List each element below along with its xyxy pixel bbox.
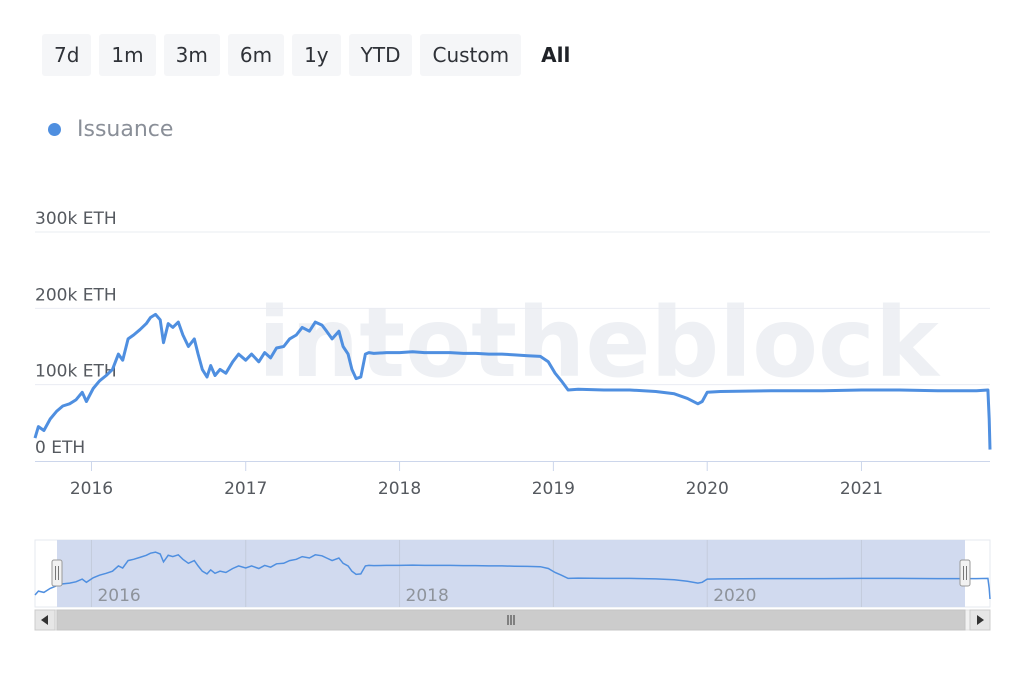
navigator[interactable]: 2016 2018 2020 bbox=[34, 539, 991, 608]
range-button-7d[interactable]: 7d bbox=[42, 34, 92, 76]
range-button-all[interactable]: All bbox=[541, 43, 571, 67]
range-button-ytd[interactable]: YTD bbox=[348, 34, 413, 76]
handle-grip bbox=[959, 559, 971, 587]
range-button-custom[interactable]: Custom bbox=[420, 34, 522, 76]
range-button-6m[interactable]: 6m bbox=[227, 34, 285, 76]
range-selector: 7d 1m 3m 6m 1y YTD Custom All bbox=[42, 34, 582, 76]
scrollbar-grip-icon bbox=[507, 615, 515, 625]
legend-label: Issuance bbox=[77, 116, 174, 142]
x-tick-label: 2020 bbox=[686, 479, 729, 499]
series-line-issuance bbox=[33, 312, 992, 450]
y-axis-ticks: 0 ETH 100k ETH 200k ETH 300k ETH bbox=[35, 209, 117, 458]
navigator-ticks: 2016 2018 2020 bbox=[97, 586, 756, 606]
navigator-handle-left[interactable] bbox=[51, 559, 63, 587]
range-button-1y[interactable]: 1y bbox=[292, 34, 341, 76]
navigator-series-line bbox=[34, 551, 991, 600]
grid-lines bbox=[35, 231, 990, 386]
x-tick-label: 2021 bbox=[840, 479, 883, 499]
y-tick-label: 200k ETH bbox=[35, 285, 117, 305]
legend-marker bbox=[48, 122, 61, 136]
x-tick-label: 2017 bbox=[224, 479, 267, 499]
y-tick-label: 300k ETH bbox=[35, 209, 117, 229]
arrow-right-icon bbox=[977, 615, 984, 625]
watermark-text: intotheblock bbox=[258, 287, 941, 399]
x-tick-label: 2016 bbox=[70, 479, 113, 499]
y-tick-label: 100k ETH bbox=[35, 362, 117, 382]
x-tick-label: 2019 bbox=[532, 479, 575, 499]
x-axis-ticks: 2016 2017 2018 2019 2020 2021 bbox=[70, 461, 883, 499]
handle-grip bbox=[51, 559, 63, 587]
x-tick-label: 2018 bbox=[378, 479, 421, 499]
navigator-tick-label: 2016 bbox=[97, 586, 140, 606]
range-button-3m[interactable]: 3m bbox=[163, 34, 220, 76]
navigator-tick-label: 2020 bbox=[713, 586, 756, 606]
navigator-grid bbox=[90, 540, 862, 607]
scrollbar[interactable] bbox=[34, 609, 991, 631]
navigator-selection[interactable] bbox=[57, 540, 965, 607]
navigator-handle-right[interactable] bbox=[959, 559, 971, 587]
arrow-left-icon bbox=[41, 615, 48, 625]
legend-item-issuance[interactable]: Issuance bbox=[48, 114, 173, 144]
y-tick-label: 0 ETH bbox=[35, 438, 85, 458]
navigator-tick-label: 2018 bbox=[406, 586, 449, 606]
range-button-1m[interactable]: 1m bbox=[99, 34, 156, 76]
